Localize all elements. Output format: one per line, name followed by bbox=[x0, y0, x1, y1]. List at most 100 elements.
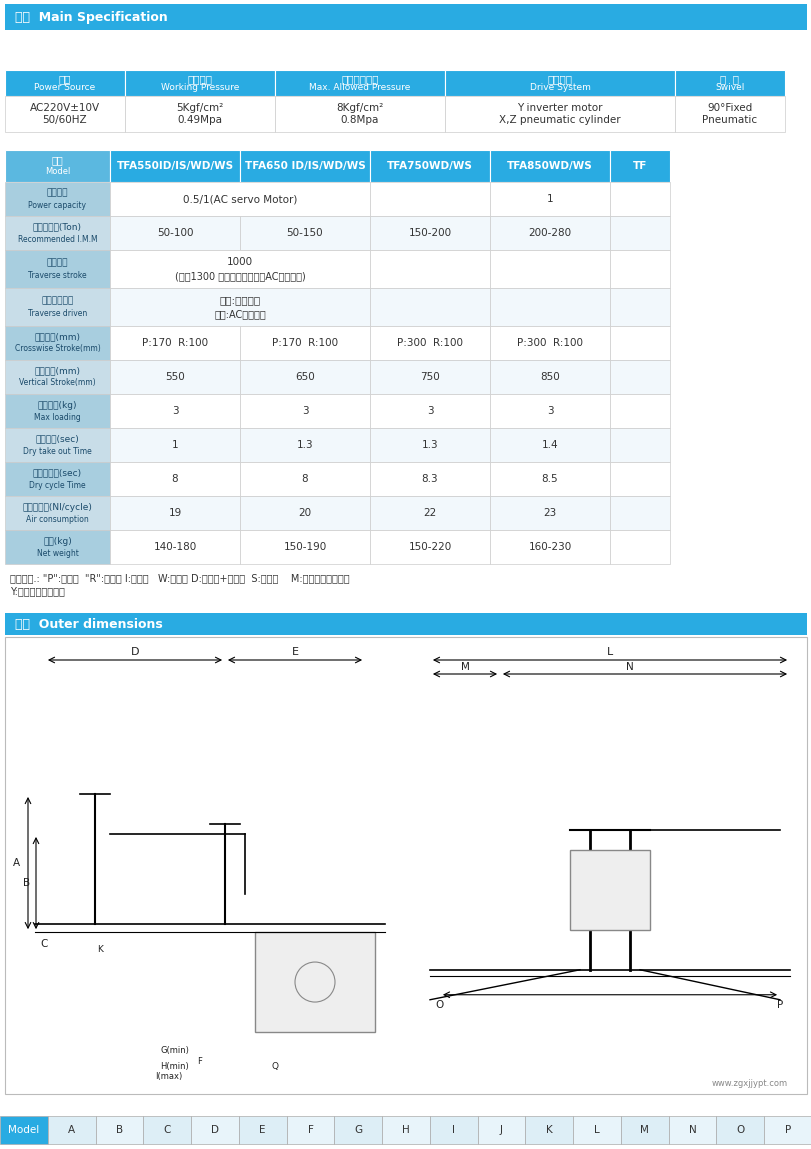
Bar bbox=[109, 326, 240, 360]
Bar bbox=[109, 216, 240, 250]
Bar bbox=[715, 1116, 763, 1144]
Text: 50-150: 50-150 bbox=[286, 228, 323, 238]
Bar bbox=[109, 530, 240, 564]
Bar bbox=[609, 250, 669, 288]
Bar bbox=[489, 250, 609, 288]
Bar bbox=[240, 462, 370, 496]
Bar bbox=[370, 151, 489, 182]
Bar bbox=[5, 182, 109, 216]
Bar bbox=[5, 250, 109, 288]
Text: A: A bbox=[13, 858, 20, 867]
Bar bbox=[370, 496, 489, 530]
Bar bbox=[48, 1116, 96, 1144]
Bar bbox=[382, 1116, 429, 1144]
Text: Model: Model bbox=[8, 1125, 40, 1135]
Text: L: L bbox=[594, 1125, 599, 1135]
Bar bbox=[489, 394, 609, 427]
Text: 标准:变頻马达: 标准:变頻马达 bbox=[219, 295, 260, 304]
Bar bbox=[5, 637, 806, 1094]
Text: A: A bbox=[68, 1125, 75, 1135]
Text: Vertical Stroke(mm): Vertical Stroke(mm) bbox=[19, 378, 96, 387]
Text: 19: 19 bbox=[168, 508, 182, 518]
Text: Pneumatic: Pneumatic bbox=[702, 115, 757, 125]
Bar bbox=[489, 462, 609, 496]
Text: 3: 3 bbox=[302, 406, 308, 416]
Bar bbox=[5, 427, 109, 462]
Text: G(min): G(min) bbox=[161, 1047, 189, 1056]
Bar bbox=[525, 1116, 573, 1144]
Text: M: M bbox=[640, 1125, 649, 1135]
Text: 電源容量: 電源容量 bbox=[47, 188, 68, 198]
Text: Air consumption: Air consumption bbox=[26, 515, 88, 524]
Bar bbox=[240, 216, 370, 250]
Bar bbox=[609, 394, 669, 427]
Text: TFA850WD/WS: TFA850WD/WS bbox=[507, 161, 592, 171]
Bar bbox=[5, 151, 109, 182]
Bar bbox=[5, 394, 109, 427]
Text: O: O bbox=[436, 1000, 444, 1010]
Text: 3: 3 bbox=[426, 406, 433, 416]
Bar bbox=[370, 182, 489, 216]
Text: 尺寸  Outer dimensions: 尺寸 Outer dimensions bbox=[15, 617, 162, 631]
Text: 電源: 電源 bbox=[58, 74, 71, 84]
Text: 140-180: 140-180 bbox=[153, 542, 196, 552]
Text: 8.3: 8.3 bbox=[421, 475, 438, 484]
Bar bbox=[668, 1116, 715, 1144]
Text: 选購:AC伺服马达: 选購:AC伺服马达 bbox=[214, 309, 265, 319]
Bar bbox=[334, 1116, 382, 1144]
Bar bbox=[620, 1116, 668, 1144]
Text: 150-220: 150-220 bbox=[408, 542, 451, 552]
Bar bbox=[489, 530, 609, 564]
Text: 1.4: 1.4 bbox=[541, 440, 558, 450]
Bar bbox=[0, 1116, 48, 1144]
Bar bbox=[5, 3, 806, 30]
Text: (选購1300 必須用变頻马达或AC伺服马达): (选購1300 必須用变頻马达或AC伺服马达) bbox=[174, 271, 305, 282]
Text: E: E bbox=[260, 1125, 266, 1135]
Bar bbox=[609, 326, 669, 360]
Bar bbox=[238, 1116, 286, 1144]
Text: P: P bbox=[776, 1000, 782, 1010]
Bar bbox=[370, 360, 489, 394]
Bar bbox=[569, 850, 649, 930]
Bar bbox=[5, 360, 109, 394]
Bar bbox=[240, 530, 370, 564]
Bar bbox=[109, 496, 240, 530]
Text: 側  姿: 側 姿 bbox=[719, 74, 739, 84]
Text: 150-200: 150-200 bbox=[408, 228, 451, 238]
Text: Swivel: Swivel bbox=[714, 84, 744, 93]
Bar bbox=[109, 394, 240, 427]
Text: Recommended I.M.M: Recommended I.M.M bbox=[18, 234, 97, 244]
Bar bbox=[109, 360, 240, 394]
Text: 3: 3 bbox=[171, 406, 178, 416]
Bar bbox=[429, 1116, 477, 1144]
Text: P:300  R:100: P:300 R:100 bbox=[397, 338, 462, 348]
Text: 200-280: 200-280 bbox=[528, 228, 571, 238]
Bar bbox=[573, 1116, 620, 1144]
Text: P:170  R:100: P:170 R:100 bbox=[142, 338, 208, 348]
Text: J: J bbox=[500, 1125, 502, 1135]
Text: 90°Fixed: 90°Fixed bbox=[706, 103, 752, 113]
Bar bbox=[240, 151, 370, 182]
Text: 8: 8 bbox=[171, 475, 178, 484]
Bar bbox=[5, 97, 125, 132]
Bar bbox=[674, 70, 784, 97]
Text: B: B bbox=[23, 878, 30, 888]
Text: Net weight: Net weight bbox=[36, 548, 79, 557]
Bar bbox=[444, 70, 674, 97]
Text: 橫行行程: 橫行行程 bbox=[47, 259, 68, 268]
Text: 50-100: 50-100 bbox=[157, 228, 193, 238]
Bar bbox=[109, 250, 370, 288]
Bar bbox=[5, 530, 109, 564]
Bar bbox=[240, 496, 370, 530]
Text: Dry cycle Time: Dry cycle Time bbox=[29, 480, 86, 489]
Bar bbox=[489, 182, 609, 216]
Text: 1000: 1000 bbox=[226, 257, 253, 267]
Text: H(min): H(min) bbox=[161, 1062, 189, 1071]
Bar bbox=[609, 462, 669, 496]
Text: C: C bbox=[163, 1125, 170, 1135]
Text: D: D bbox=[211, 1125, 219, 1135]
Text: 0.5/1(AC servo Motor): 0.5/1(AC servo Motor) bbox=[182, 194, 297, 205]
Bar bbox=[5, 462, 109, 496]
Bar bbox=[109, 151, 240, 182]
Text: 1: 1 bbox=[546, 194, 552, 205]
